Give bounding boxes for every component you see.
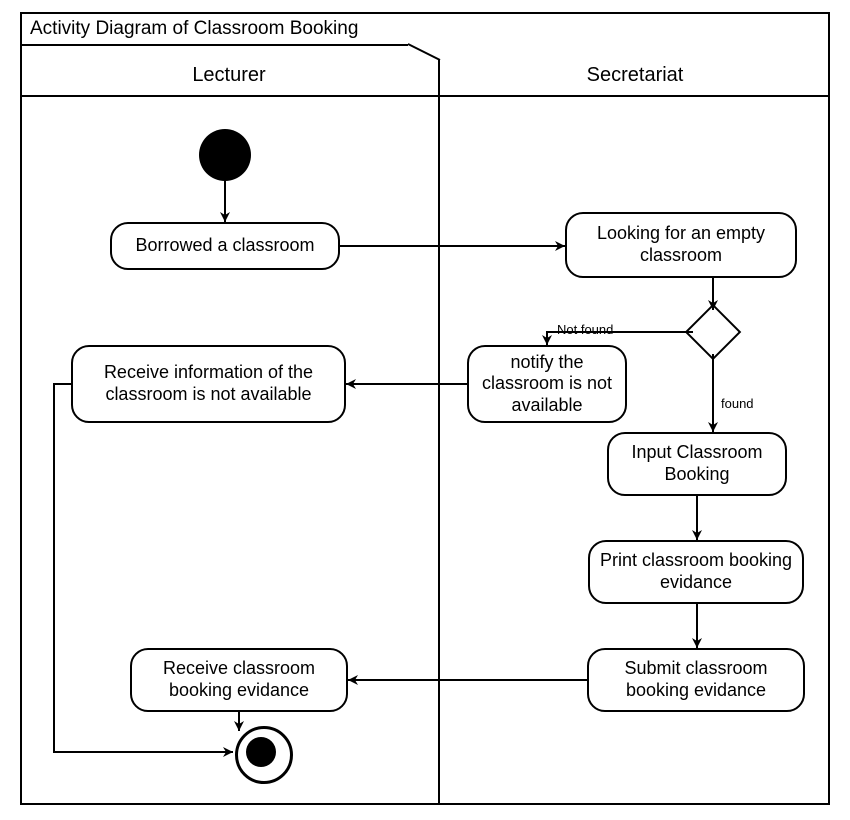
edge-label-found: found — [721, 396, 754, 411]
initial-node — [199, 129, 251, 181]
swimlane-header-divider — [20, 95, 830, 97]
action-input-booking: Input Classroom Booking — [607, 432, 787, 496]
swimlane-divider — [438, 60, 440, 805]
edge-label-not-found: Not found — [557, 322, 613, 337]
activity-diagram-frame: Activity Diagram of Classroom Booking Le… — [0, 0, 850, 820]
title-divider — [20, 44, 408, 46]
swimlane-header-lecturer: Lecturer — [20, 65, 438, 85]
action-looking-empty-classroom: Looking for an empty classroom — [565, 212, 797, 278]
swimlane-header-secretariat: Secretariat — [440, 65, 830, 85]
action-notify-not-available: notify the classroom is not available — [467, 345, 627, 423]
diagram-title: Activity Diagram of Classroom Booking — [30, 18, 358, 40]
final-node-inner — [246, 737, 276, 767]
action-submit-evidence: Submit classroom booking evidance — [587, 648, 805, 712]
action-receive-info-not-available: Receive information of the classroom is … — [71, 345, 346, 423]
action-borrowed-classroom: Borrowed a classroom — [110, 222, 340, 270]
final-node — [235, 726, 293, 784]
action-receive-evidence: Receive classroom booking evidance — [130, 648, 348, 712]
action-print-evidence: Print classroom booking evidance — [588, 540, 804, 604]
